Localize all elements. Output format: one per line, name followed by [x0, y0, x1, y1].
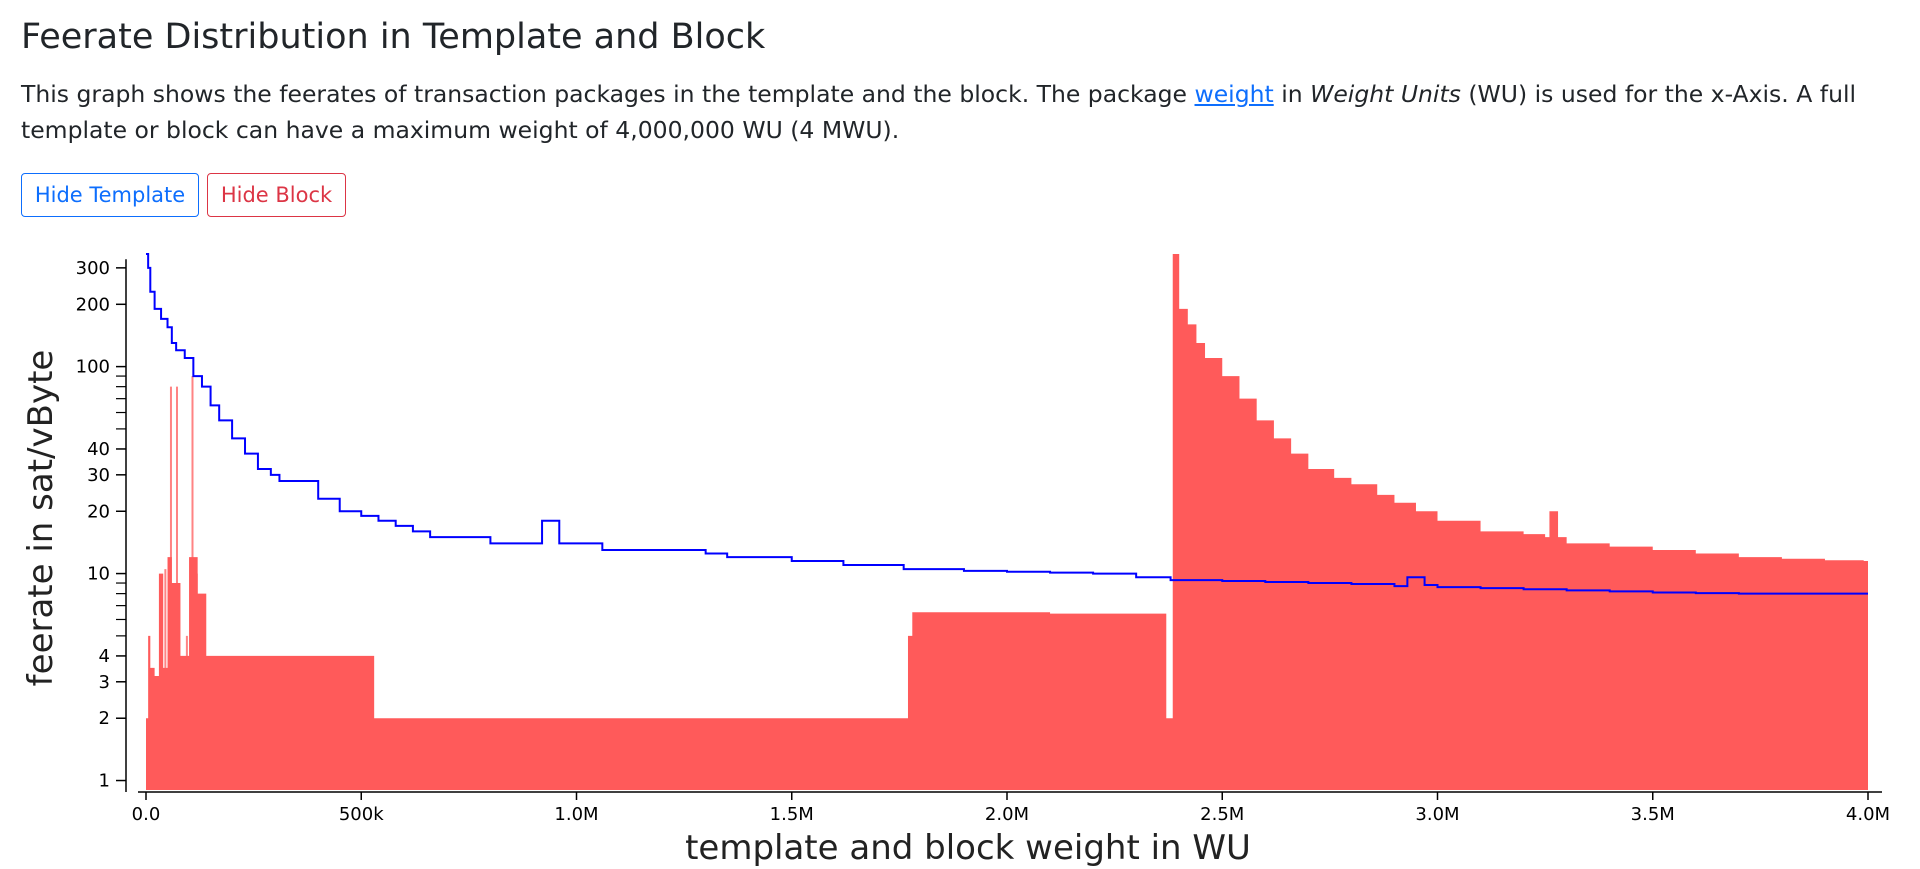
y-tick-label: 40 [87, 439, 110, 460]
template-line [146, 253, 1868, 595]
x-tick-label: 3.0M [1415, 804, 1459, 825]
y-tick-label: 3 [99, 672, 110, 693]
weight-link[interactable]: weight [1194, 80, 1274, 108]
x-tick-label: 1.5M [770, 804, 814, 825]
y-tick: 200 [76, 294, 126, 315]
y-tick: 100 [76, 357, 126, 378]
x-tick: 3.0M [1415, 792, 1460, 825]
block-area [146, 254, 1868, 790]
x-tick-label: 500k [339, 804, 384, 825]
y-tick: 30 [87, 465, 126, 486]
y-tick-label: 2 [99, 708, 110, 729]
y-tick: 1 [99, 771, 126, 792]
desc-text-3: (WU) is used for the x-Axis. A full temp… [21, 80, 1857, 144]
y-tick-label: 10 [87, 564, 110, 585]
x-tick: 2.5M [1200, 792, 1244, 825]
y-tick-label: 100 [76, 357, 110, 378]
x-tick-label: 4.0M [1846, 804, 1890, 825]
x-tick-label: 2.5M [1200, 804, 1244, 825]
x-tick: 1.5M [770, 792, 814, 825]
page-description: This graph shows the feerates of transac… [21, 76, 1906, 148]
y-tick-label: 4 [99, 646, 110, 667]
desc-weight-units: Weight Units [1310, 80, 1461, 108]
x-tick: 1.0M [554, 792, 599, 825]
y-tick-label: 300 [76, 258, 110, 279]
page-title: Feerate Distribution in Template and Blo… [21, 17, 766, 57]
y-tick-label: 1 [99, 771, 110, 792]
y-tick: 2 [99, 708, 126, 729]
axes: 0.0 500k 1.0M 1.5M 2.0M 2.5M 3.0M 3.5M 4.0M 1 2 3 4 1… [76, 258, 1890, 825]
desc-text-2: in [1273, 80, 1311, 108]
y-tick-label: 30 [87, 465, 110, 486]
x-tick-label: 3.5M [1631, 804, 1675, 825]
desc-text-1: This graph shows the feerates of transac… [21, 80, 1195, 108]
hide-template-button[interactable]: Hide Template [21, 173, 199, 217]
x-tick: 500k [339, 792, 384, 825]
hide-block-button[interactable]: Hide Block [207, 173, 346, 217]
x-tick-label: 0.0 [132, 804, 161, 825]
y-tick: 300 [76, 258, 126, 279]
x-tick-label: 1.0M [554, 804, 598, 825]
x-tick: 2.0M [985, 792, 1029, 825]
x-tick-label: 2.0M [985, 804, 1029, 825]
block-series [146, 254, 1868, 790]
x-tick: 3.5M [1631, 792, 1675, 825]
x-tick: 0.0 [132, 792, 161, 825]
y-tick: 4 [99, 646, 126, 667]
y-tick: 3 [99, 672, 126, 693]
x-axis-label: template and block weight in WU [685, 828, 1251, 868]
y-axis-label: feerate in sat/vByte [21, 350, 61, 687]
y-tick-label: 20 [87, 501, 110, 522]
template-series [146, 253, 1868, 595]
y-tick-label: 200 [76, 294, 110, 315]
y-tick: 20 [87, 501, 126, 522]
y-tick: 40 [87, 439, 126, 460]
x-tick: 4.0M [1846, 792, 1890, 825]
y-tick: 10 [87, 564, 126, 585]
